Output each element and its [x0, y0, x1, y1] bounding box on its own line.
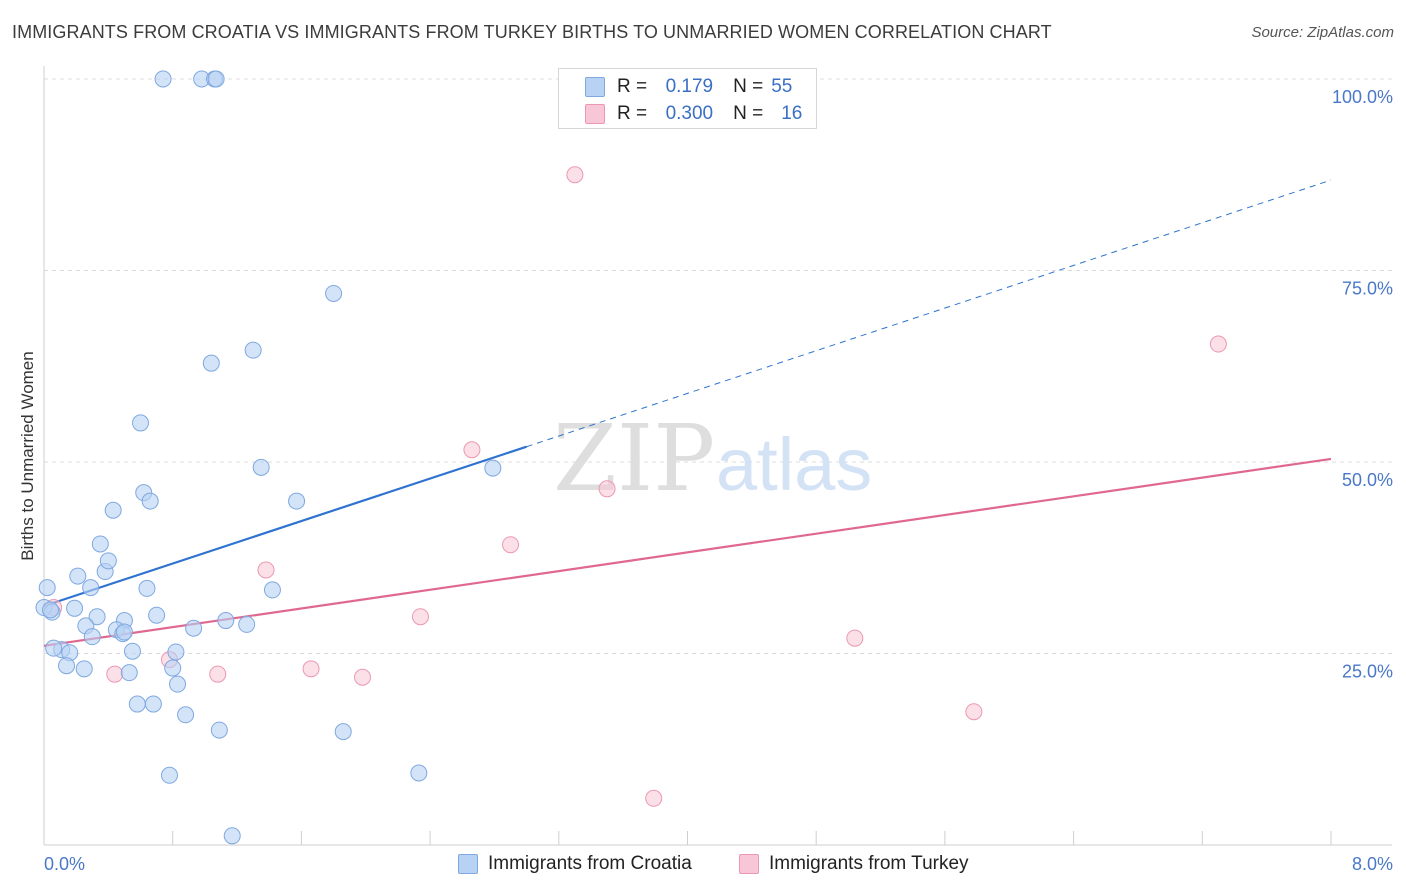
x-tick-label: 0.0%: [44, 854, 85, 874]
croatia-point: [185, 619, 203, 637]
croatia-trend-line: [43, 445, 527, 608]
n-label: N =: [733, 76, 764, 97]
croatia-point: [104, 501, 122, 519]
trend-lines: [43, 179, 1332, 647]
croatia-point: [334, 723, 352, 741]
watermark-atlas: atlas: [716, 423, 872, 506]
gridlines: [44, 78, 1392, 654]
turkey-point: [302, 660, 320, 678]
turkey-trend-line: [43, 457, 1332, 647]
croatia-point: [288, 492, 306, 510]
croatia-point: [138, 579, 156, 597]
croatia-point: [160, 766, 178, 784]
y-axis-title: Births to Unmarried Women: [18, 351, 37, 560]
x-tick-label: 8.0%: [1352, 854, 1393, 874]
data-points: [35, 70, 1227, 845]
source-credit: Source: ZipAtlas.com: [1251, 24, 1394, 41]
turkey-legend-label: Immigrants from Turkey: [769, 853, 969, 874]
croatia-point: [169, 675, 187, 693]
turkey-point: [257, 561, 275, 579]
axes: [43, 66, 1392, 846]
croatia-point: [252, 458, 270, 476]
turkey-point: [354, 668, 372, 686]
croatia-point: [202, 354, 220, 372]
croatia-point: [120, 664, 138, 682]
croatia-point: [325, 284, 343, 302]
croatia-point: [210, 721, 228, 739]
croatia-point: [484, 459, 502, 477]
chart-title: IMMIGRANTS FROM CROATIA VS IMMIGRANTS FR…: [12, 22, 1052, 42]
turkey-point: [209, 665, 227, 683]
croatia-point: [141, 492, 159, 510]
croatia-point: [83, 628, 101, 646]
croatia-point: [244, 341, 262, 359]
r-label: R =: [617, 103, 648, 124]
croatia-swatch: [585, 77, 605, 97]
croatia-point: [154, 70, 172, 88]
tick-labels: 25.0% 50.0% 75.0% 100.0% 0.0% 8.0%: [44, 87, 1393, 874]
turkey-point: [566, 166, 584, 184]
turkey-swatch: [585, 104, 605, 124]
bottom-legend-croatia: Immigrants from Croatia: [458, 851, 692, 877]
croatia-point: [99, 552, 117, 570]
croatia-n-value: 55: [771, 76, 793, 97]
bottom-legend-turkey: Immigrants from Turkey: [739, 851, 969, 877]
croatia-point: [58, 657, 76, 675]
croatia-point: [88, 608, 106, 626]
turkey-r-value: 0.300: [665, 103, 714, 124]
turkey-point: [411, 608, 429, 626]
croatia-legend-label: Immigrants from Croatia: [488, 853, 692, 874]
croatia-point: [115, 623, 133, 641]
croatia-point: [45, 639, 63, 657]
croatia-point: [82, 579, 100, 597]
turkey-point: [502, 536, 520, 554]
croatia-point: [164, 659, 182, 677]
croatia-r-value: 0.179: [665, 76, 714, 97]
turkey-point: [463, 441, 481, 459]
croatia-point: [144, 695, 162, 713]
r-label: R =: [617, 76, 648, 97]
croatia-point: [128, 695, 146, 713]
croatia-point: [75, 660, 93, 678]
croatia-point: [223, 827, 241, 845]
n-label: N =: [733, 103, 764, 124]
croatia-point: [410, 764, 428, 782]
croatia-point: [69, 567, 87, 585]
croatia-point: [238, 615, 256, 633]
watermark-zip: ZIP: [553, 405, 715, 512]
croatia-point: [123, 642, 141, 660]
croatia-point: [91, 535, 109, 553]
croatia-point: [207, 70, 225, 88]
legend-row-turkey: R = 0.300 N = 16: [585, 102, 802, 126]
croatia-point: [66, 599, 84, 617]
croatia-point: [38, 579, 56, 597]
croatia-trend-extension: [526, 179, 1332, 448]
y-tick-label: 50.0%: [1342, 470, 1393, 490]
y-tick-label: 100.0%: [1332, 87, 1393, 107]
y-tick-label: 75.0%: [1342, 279, 1393, 299]
turkey-legend-swatch: [739, 854, 759, 874]
y-tick-label: 25.0%: [1342, 662, 1393, 682]
watermark: ZIP atlas: [553, 405, 872, 512]
legend-row-croatia: R = 0.179 N = 55: [585, 75, 792, 99]
croatia-point: [167, 643, 185, 661]
turkey-point: [598, 480, 616, 498]
croatia-point: [177, 706, 195, 724]
croatia-point: [263, 581, 281, 599]
croatia-point: [41, 601, 59, 619]
croatia-point: [148, 606, 166, 624]
stats-legend: R = 0.179 N = 55 R = 0.300 N = 16: [558, 68, 817, 129]
turkey-point: [106, 665, 124, 683]
croatia-legend-swatch: [458, 854, 478, 874]
croatia-point: [217, 612, 235, 630]
turkey-point: [846, 629, 864, 647]
turkey-point: [645, 789, 663, 807]
turkey-n-value: 16: [781, 103, 803, 124]
turkey-point: [1209, 335, 1227, 353]
turkey-point: [965, 703, 983, 721]
croatia-point: [132, 414, 150, 432]
